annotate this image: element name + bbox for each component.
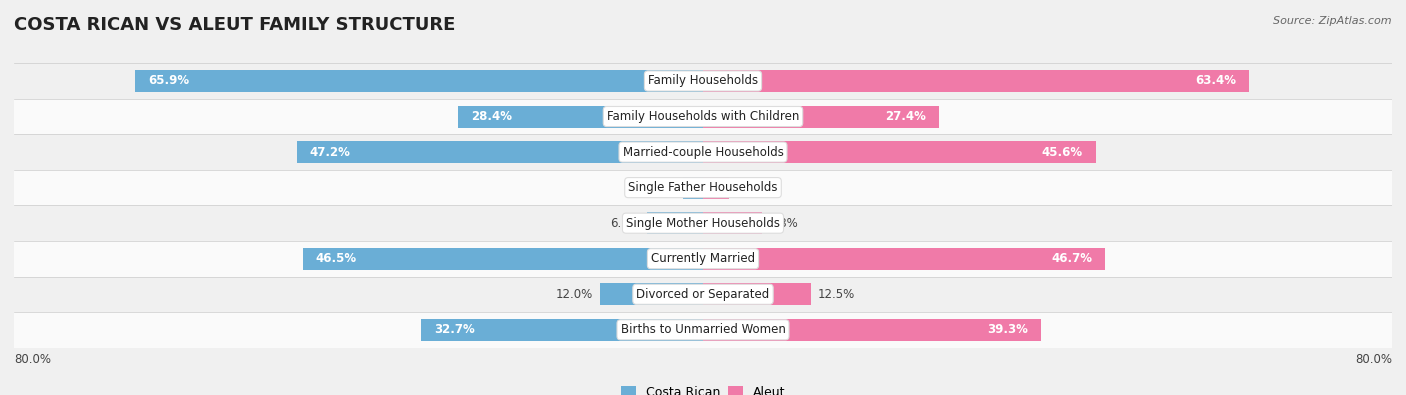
Text: 65.9%: 65.9% bbox=[149, 75, 190, 87]
Bar bbox=[14, 99, 1392, 134]
Bar bbox=[703, 283, 811, 305]
Bar bbox=[703, 319, 1042, 341]
Text: 6.8%: 6.8% bbox=[769, 217, 799, 229]
Text: Family Households with Children: Family Households with Children bbox=[607, 110, 799, 123]
Text: 6.5%: 6.5% bbox=[610, 217, 640, 229]
Bar bbox=[14, 134, 1392, 170]
Text: 27.4%: 27.4% bbox=[886, 110, 927, 123]
Bar bbox=[647, 212, 703, 234]
Bar bbox=[599, 283, 703, 305]
Bar bbox=[297, 141, 703, 163]
Bar bbox=[14, 241, 1392, 276]
Bar bbox=[703, 212, 762, 234]
Bar bbox=[14, 170, 1392, 205]
Text: Single Mother Households: Single Mother Households bbox=[626, 217, 780, 229]
Text: 80.0%: 80.0% bbox=[14, 353, 51, 366]
Bar bbox=[14, 205, 1392, 241]
Text: 63.4%: 63.4% bbox=[1195, 75, 1236, 87]
Text: 39.3%: 39.3% bbox=[987, 324, 1029, 336]
Text: 28.4%: 28.4% bbox=[471, 110, 512, 123]
Bar bbox=[302, 248, 703, 270]
Text: 80.0%: 80.0% bbox=[1355, 353, 1392, 366]
Text: 32.7%: 32.7% bbox=[434, 324, 475, 336]
Text: Family Households: Family Households bbox=[648, 75, 758, 87]
Bar bbox=[14, 63, 1392, 99]
Bar bbox=[703, 141, 1095, 163]
Text: Births to Unmarried Women: Births to Unmarried Women bbox=[620, 324, 786, 336]
Text: 45.6%: 45.6% bbox=[1042, 146, 1083, 158]
Text: 2.3%: 2.3% bbox=[647, 181, 676, 194]
Text: COSTA RICAN VS ALEUT FAMILY STRUCTURE: COSTA RICAN VS ALEUT FAMILY STRUCTURE bbox=[14, 16, 456, 34]
Bar bbox=[703, 70, 1249, 92]
Text: Divorced or Separated: Divorced or Separated bbox=[637, 288, 769, 301]
Bar bbox=[703, 248, 1105, 270]
Bar bbox=[683, 177, 703, 199]
Text: 46.5%: 46.5% bbox=[315, 252, 357, 265]
Text: Single Father Households: Single Father Households bbox=[628, 181, 778, 194]
Bar bbox=[703, 177, 728, 199]
Text: 12.0%: 12.0% bbox=[555, 288, 593, 301]
Text: Married-couple Households: Married-couple Households bbox=[623, 146, 783, 158]
Bar bbox=[422, 319, 703, 341]
Bar bbox=[14, 312, 1392, 348]
Legend: Costa Rican, Aleut: Costa Rican, Aleut bbox=[616, 381, 790, 395]
Bar bbox=[135, 70, 703, 92]
Bar bbox=[14, 276, 1392, 312]
Bar bbox=[458, 105, 703, 128]
Text: 47.2%: 47.2% bbox=[309, 146, 350, 158]
Text: Currently Married: Currently Married bbox=[651, 252, 755, 265]
Text: Source: ZipAtlas.com: Source: ZipAtlas.com bbox=[1274, 16, 1392, 26]
Text: 46.7%: 46.7% bbox=[1052, 252, 1092, 265]
Text: 12.5%: 12.5% bbox=[817, 288, 855, 301]
Bar bbox=[703, 105, 939, 128]
Text: 3.0%: 3.0% bbox=[735, 181, 765, 194]
